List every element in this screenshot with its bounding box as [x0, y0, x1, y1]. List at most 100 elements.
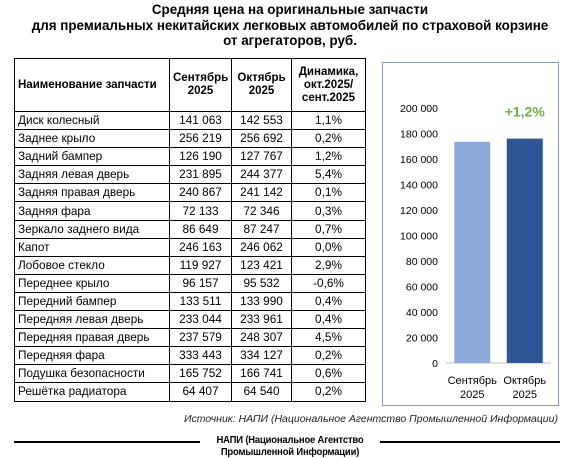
- october-price-cell: 248 307: [231, 328, 292, 348]
- table-row: Подушка безопасности 165 752 166 741 0,6%: [14, 364, 366, 384]
- october-price-cell: 166 741: [231, 364, 292, 384]
- september-price-cell: 237 579: [169, 328, 232, 348]
- chart-title: Средняя цена на оригинальные запчасти дл…: [0, 2, 580, 49]
- september-price-cell: 86 649: [169, 219, 232, 239]
- september-price-cell: 165 752: [169, 364, 232, 384]
- part-name-cell: Лобовое стекло: [14, 255, 170, 275]
- part-name-cell: Подушка безопасности: [14, 364, 170, 384]
- table-row: Капот 246 163 246 062 0,0%: [14, 237, 366, 257]
- price-table-container: Наименование запчасти Сентябрь 2025 Октя…: [14, 58, 366, 402]
- october-price-cell: 127 767: [231, 147, 292, 167]
- october-price-cell: 123 421: [231, 255, 292, 275]
- dynamics-cell: 4,5%: [291, 328, 366, 348]
- header-september-label: Сентябрь 2025: [173, 72, 229, 97]
- dynamics-cell: 0,2%: [291, 346, 366, 366]
- footer-rule-left: [14, 441, 200, 443]
- footer: НАПИ (Национальное Агентство Промышленно…: [0, 433, 580, 458]
- dynamics-cell: 0,0%: [291, 237, 366, 257]
- y-tick-label: 40 000: [406, 307, 438, 319]
- september-price-cell: 231 895: [169, 165, 232, 185]
- table-row: Лобовое стекло 119 927 123 421 2,9%: [14, 255, 366, 275]
- dynamics-cell: 0,6%: [291, 364, 366, 384]
- price-table: Наименование запчасти Сентябрь 2025 Октя…: [14, 58, 366, 402]
- dynamics-cell: 0,3%: [291, 201, 366, 221]
- y-tick-label: 100 000: [400, 231, 438, 243]
- bar-chart: 0 20 000 40 000 60 000 80 000 100 000 120 000 1…: [400, 103, 551, 401]
- october-price-cell: 244 377: [231, 165, 292, 185]
- header-dynamics: Динамика, окт.2025/ сент.2025: [291, 58, 366, 112]
- title-line-3: от агрегаторов, руб.: [223, 33, 357, 48]
- september-price-cell: 126 190: [169, 147, 232, 167]
- table-body: Диск колесный 141 063 142 553 1,1% Заднее кр…: [14, 110, 366, 402]
- dynamics-cell: 0,1%: [291, 183, 366, 203]
- dynamics-cell: 5,4%: [291, 165, 366, 185]
- table-row: Задний бампер 126 190 127 767 1,2%: [14, 147, 366, 167]
- september-price-cell: 119 927: [169, 255, 232, 275]
- october-price-cell: 233 961: [231, 310, 292, 330]
- september-price-cell: 96 157: [169, 273, 232, 293]
- table-row: Задняя фара 72 133 72 346 0,3%: [14, 201, 366, 221]
- header-part-name-label: Наименование запчасти: [18, 78, 157, 91]
- september-price-cell: 133 511: [169, 291, 232, 312]
- y-tick-label: 160 000: [400, 154, 438, 166]
- october-price-cell: 241 142: [231, 183, 292, 203]
- dynamics-cell: 0,2%: [291, 382, 366, 402]
- dynamics-cell: 2,9%: [291, 255, 366, 275]
- y-tick-label: 60 000: [406, 282, 438, 294]
- title-line-1: Средняя цена на оригинальные запчасти: [151, 2, 429, 17]
- bar: [506, 138, 543, 363]
- table-row: Заднее крыло 256 219 256 692 0,2%: [14, 129, 366, 149]
- october-price-cell: 246 062: [231, 237, 292, 257]
- table-row: Передняя правая дверь 237 579 248 307 4,5%: [14, 328, 366, 348]
- table-row: Передняя фара 333 443 334 127 0,2%: [14, 346, 366, 366]
- x-tick-label: Октябрь 2025: [503, 375, 546, 401]
- september-price-cell: 64 407: [169, 382, 232, 402]
- header-september: Сентябрь 2025: [169, 58, 232, 112]
- dynamics-cell: 0,2%: [291, 129, 366, 149]
- october-price-cell: 133 990: [231, 291, 292, 312]
- dynamics-cell: -0,6%: [291, 273, 366, 293]
- september-price-cell: 72 133: [169, 201, 232, 221]
- change-annotation: +1,2%: [505, 104, 546, 120]
- x-tick-label: Сентябрь 2025: [448, 375, 498, 401]
- table-row: Задняя левая дверь 231 895 244 377 5,4%: [14, 165, 366, 185]
- part-name-cell: Задняя правая дверь: [14, 183, 170, 203]
- october-price-cell: 64 540: [231, 382, 292, 402]
- september-price-cell: 246 163: [169, 237, 232, 257]
- part-name-cell: Задняя фара: [14, 201, 170, 221]
- part-name-cell: Передняя фара: [14, 346, 170, 366]
- y-tick-label: 140 000: [400, 180, 438, 192]
- october-price-cell: 334 127: [231, 346, 292, 366]
- part-name-cell: Передний бампер: [14, 291, 170, 312]
- header-october: Октябрь 2025: [231, 58, 292, 112]
- october-price-cell: 256 692: [231, 129, 292, 149]
- september-price-cell: 333 443: [169, 346, 232, 366]
- dynamics-cell: 1,1%: [291, 110, 366, 131]
- footer-text: НАПИ (Национальное Агентство Промышленно…: [216, 434, 364, 458]
- table-header-row: Наименование запчасти Сентябрь 2025 Октя…: [14, 58, 366, 112]
- part-name-cell: Задний бампер: [14, 147, 170, 167]
- header-dynamics-label: Динамика, окт.2025/ сент.2025: [298, 65, 359, 104]
- y-tick-label: 200 000: [400, 103, 438, 115]
- title-line-2: для премиальных некитайских легковых авт…: [31, 17, 549, 33]
- part-name-cell: Диск колесный: [14, 110, 170, 131]
- september-price-cell: 233 044: [169, 310, 232, 330]
- table-row: Зеркало заднего вида 86 649 87 247 0,7%: [14, 219, 366, 239]
- table-row: Диск колесный 141 063 142 553 1,1%: [14, 110, 366, 131]
- part-name-cell: Переднее крыло: [14, 273, 170, 293]
- dynamics-cell: 0,4%: [291, 310, 366, 330]
- table-row: Решётка радиатора 64 407 64 540 0,2%: [14, 382, 366, 402]
- october-price-cell: 142 553: [231, 110, 292, 131]
- part-name-cell: Решётка радиатора: [14, 382, 170, 402]
- y-tick-label: 120 000: [400, 205, 438, 217]
- part-name-cell: Капот: [14, 237, 170, 257]
- header-part-name: Наименование запчасти: [14, 58, 170, 112]
- header-october-label: Октябрь 2025: [237, 72, 286, 97]
- part-name-cell: Задняя левая дверь: [14, 165, 170, 185]
- part-name-cell: Передняя левая дверь: [14, 310, 170, 330]
- october-price-cell: 95 532: [231, 273, 292, 293]
- september-price-cell: 256 219: [169, 129, 232, 149]
- table-row: Передняя левая дверь 233 044 233 961 0,4%: [14, 310, 366, 330]
- y-tick-label: 0: [432, 358, 438, 370]
- part-name-cell: Зеркало заднего вида: [14, 219, 170, 239]
